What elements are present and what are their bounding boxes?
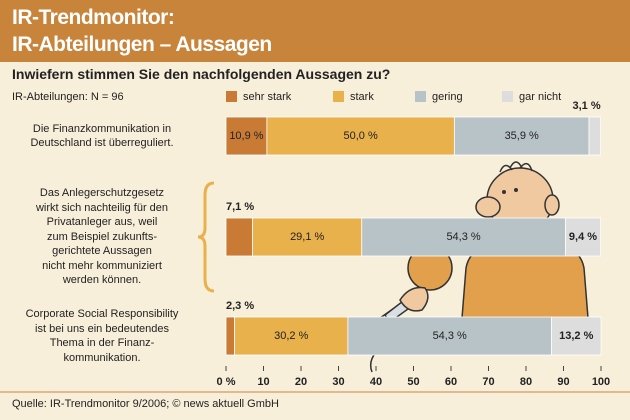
x-tick-label: 40 [370, 376, 382, 388]
bar-segment [564, 217, 602, 257]
legend-label: sehr stark [243, 91, 292, 103]
x-tick-label: 0 % [217, 376, 236, 388]
value-label: 3,1 % [572, 100, 600, 112]
x-tick-label: 100 [592, 376, 610, 388]
brace [197, 181, 215, 293]
value-label: 54,3 % [446, 231, 480, 243]
bar-segment [225, 316, 236, 356]
legend-label: stark [350, 91, 374, 103]
illustration [369, 161, 589, 373]
bar-segment [551, 316, 602, 356]
bar-segment [361, 217, 566, 257]
value-label: 35,9 % [505, 130, 539, 142]
legend-swatch [415, 91, 426, 102]
legend-swatch [226, 91, 237, 102]
legend-swatch [502, 91, 513, 102]
annotation: IR-Abteilungen: N = 96 [12, 91, 124, 103]
bar-segment [225, 217, 254, 257]
legend-label: gering [432, 91, 463, 103]
bar-segment [588, 116, 602, 156]
header-band [0, 0, 630, 62]
category-label: Das Anlegerschutzgesetz wirkt sich nacht… [35, 187, 169, 286]
category-label: Die Finanzkommunikation in Deutschland i… [30, 122, 174, 150]
value-label: 2,3 % [226, 300, 254, 312]
bar-segment [234, 316, 349, 356]
x-tick-label: 50 [407, 376, 419, 388]
value-label: 9,4 % [569, 231, 597, 243]
x-tick-label: 20 [295, 376, 307, 388]
x-tick-label: 60 [445, 376, 457, 388]
x-tick-label: 90 [557, 376, 569, 388]
value-label: 13,2 % [559, 330, 593, 342]
bar-segment [252, 217, 363, 257]
value-label: 29,1 % [290, 231, 324, 243]
category-label: Corporate Social Responsibility ist bei … [25, 308, 179, 364]
x-tick-label: 70 [482, 376, 494, 388]
value-label: 7,1 % [226, 201, 254, 213]
chart-title: IR-Trendmonitor: IR-Abteilungen – Aussag… [12, 6, 272, 56]
legend-swatch [333, 91, 344, 102]
x-tick-label: 80 [520, 376, 532, 388]
value-label: 30,2 % [274, 330, 308, 342]
value-label: 54,3 % [433, 330, 467, 342]
legend-label: gar nicht [519, 91, 561, 103]
x-tick-label: 10 [257, 376, 269, 388]
bar-segment [347, 316, 552, 356]
value-label: 10,9 % [229, 130, 263, 142]
source: Quelle: IR-Trendmonitor 9/2006; © news a… [12, 398, 279, 410]
bar-segment [225, 116, 268, 156]
chart-subtitle: Inwiefern stimmen Sie den nachfolgenden … [12, 66, 391, 82]
x-tick-label: 30 [332, 376, 344, 388]
value-label: 50,0 % [344, 130, 378, 142]
